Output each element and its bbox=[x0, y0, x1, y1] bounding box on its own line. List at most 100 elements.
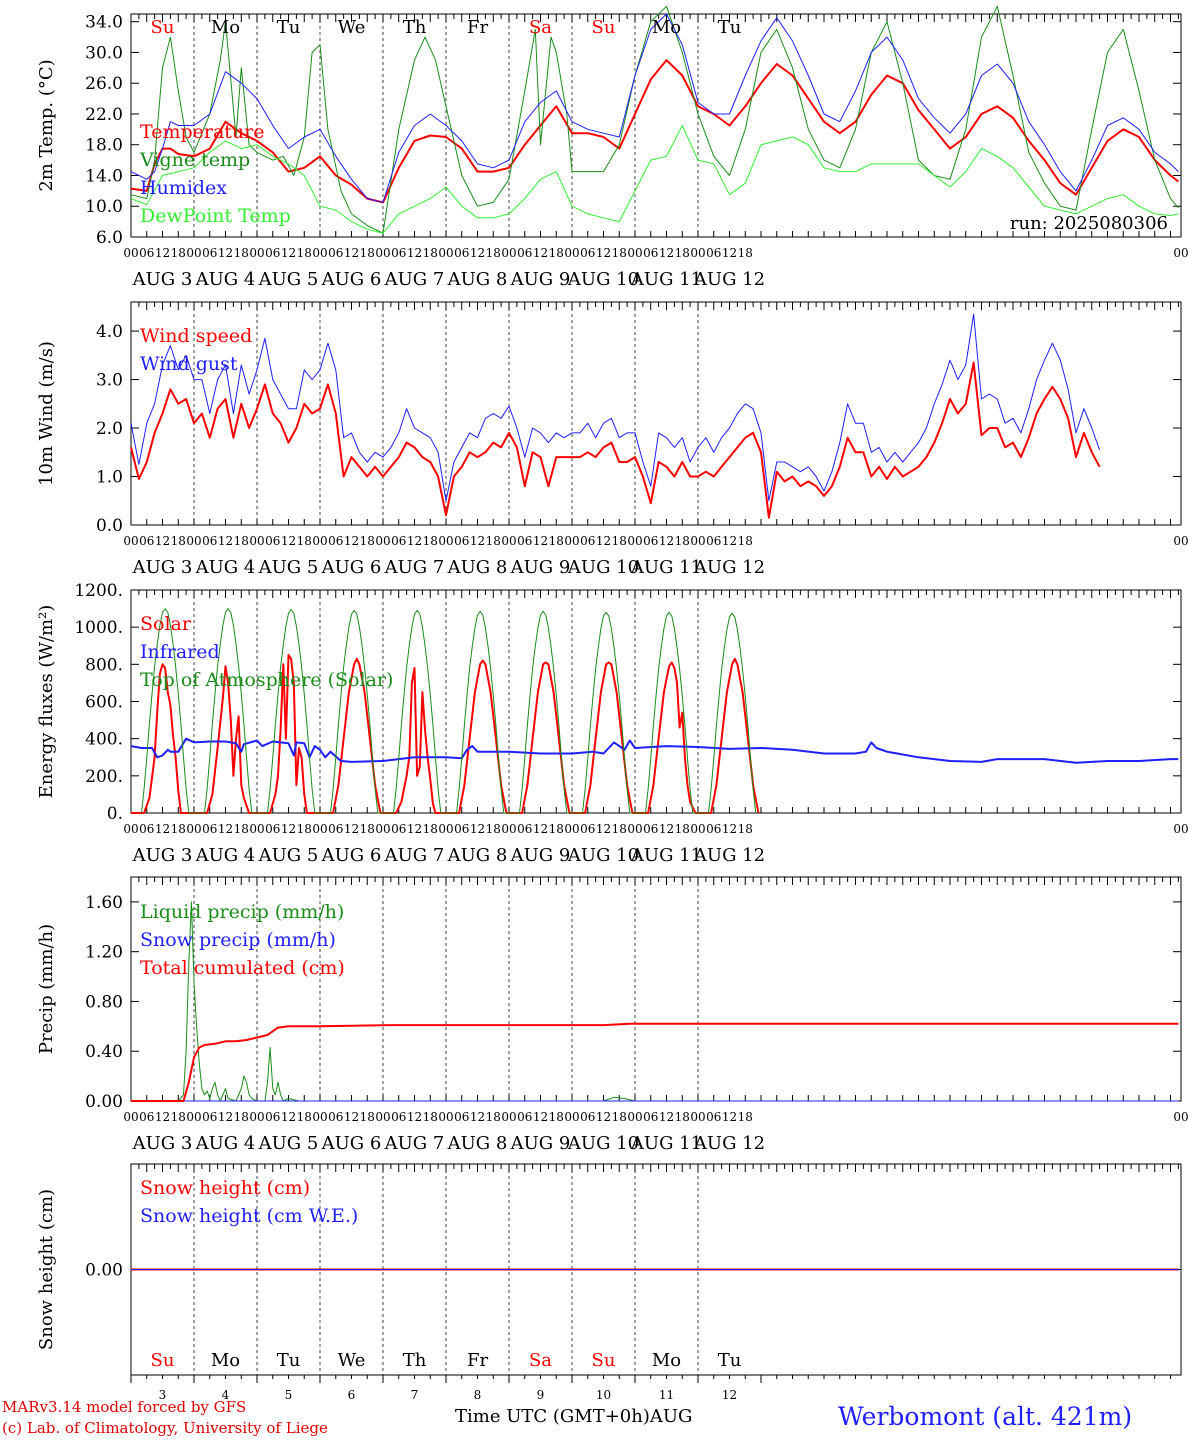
date-row-label: AUG 7 bbox=[384, 845, 445, 866]
panel-4 bbox=[130, 876, 1182, 1102]
y-tick-label: 2.0 bbox=[96, 419, 123, 439]
y-tick-label: 0.40 bbox=[85, 1042, 123, 1062]
hour-label: 06 bbox=[391, 246, 406, 260]
hour-label: 00 bbox=[438, 246, 453, 260]
hour-label: 06 bbox=[202, 822, 217, 836]
hour-label: 18 bbox=[297, 822, 312, 836]
hour-label: 18 bbox=[171, 534, 186, 548]
hour-label: 00 bbox=[375, 822, 390, 836]
y-tick-label: 14.0 bbox=[85, 166, 123, 186]
y-axis-label: Snow height (cm) bbox=[36, 1189, 57, 1350]
date-row-label: AUG 11 bbox=[630, 269, 702, 290]
weekday-label: Sa bbox=[529, 1350, 552, 1371]
date-row-label: AUG 5 bbox=[258, 845, 319, 866]
hour-label: 18 bbox=[234, 1110, 249, 1124]
date-row-label: AUG 8 bbox=[447, 845, 508, 866]
date-row-label: AUG 7 bbox=[384, 269, 445, 290]
date-row-label: AUG 3 bbox=[132, 557, 193, 578]
hour-label: 00 bbox=[564, 822, 579, 836]
hour-label: 12 bbox=[218, 246, 233, 260]
hour-label: 06 bbox=[706, 246, 721, 260]
y-tick-label: 3.0 bbox=[96, 371, 123, 391]
y-tick-label: 10.0 bbox=[85, 197, 123, 217]
hour-label: 12 bbox=[722, 1110, 737, 1124]
hour-label: 00 bbox=[249, 822, 264, 836]
hour-label: 12 bbox=[344, 534, 359, 548]
legend-entry: Infrared bbox=[140, 641, 220, 663]
date-label: 9 bbox=[537, 1388, 545, 1402]
hour-label: 00 bbox=[186, 822, 201, 836]
weekday-label: Mo bbox=[652, 1350, 681, 1371]
hour-label: 18 bbox=[675, 822, 690, 836]
station-name: Werbomont (alt. 421m) bbox=[838, 1402, 1133, 1431]
date-label: 7 bbox=[411, 1388, 419, 1402]
hour-label: 18 bbox=[549, 822, 564, 836]
hour-label: 00 bbox=[564, 246, 579, 260]
weekday-label: Th bbox=[403, 17, 427, 38]
hour-label: 12 bbox=[722, 534, 737, 548]
hour-label: 18 bbox=[171, 246, 186, 260]
hour-label: 18 bbox=[297, 1110, 312, 1124]
hour-label: 06 bbox=[517, 534, 532, 548]
date-label: 12 bbox=[722, 1388, 737, 1402]
panel-1 bbox=[130, 5, 1182, 238]
legend-entry: Total cumulated (cm) bbox=[140, 957, 345, 979]
hour-label: 06 bbox=[202, 1110, 217, 1124]
hour-label: 06 bbox=[328, 822, 343, 836]
hour-label: 06 bbox=[265, 534, 280, 548]
hour-label: 18 bbox=[423, 1110, 438, 1124]
hour-label: 00 bbox=[1173, 534, 1188, 548]
hour-label: 00 bbox=[690, 1110, 705, 1124]
hour-label: 00 bbox=[564, 534, 579, 548]
hour-label: 18 bbox=[234, 246, 249, 260]
date-row-label: AUG 11 bbox=[630, 557, 702, 578]
date-row-label: AUG 10 bbox=[567, 1133, 639, 1154]
hour-label: 00 bbox=[1173, 1110, 1188, 1124]
hour-label: 00 bbox=[123, 1110, 138, 1124]
hour-label: 12 bbox=[533, 246, 548, 260]
date-row-label: AUG 4 bbox=[195, 845, 256, 866]
weekday-label: Tu bbox=[277, 1350, 301, 1371]
weekday-label: Mo bbox=[211, 17, 240, 38]
date-row-label: AUG 5 bbox=[258, 1133, 319, 1154]
time-axis-text: Time UTC (GMT+0h) bbox=[455, 1406, 650, 1427]
hour-label: 18 bbox=[423, 534, 438, 548]
hour-label: 12 bbox=[659, 1110, 674, 1124]
hour-label: 12 bbox=[533, 1110, 548, 1124]
hour-label: 06 bbox=[391, 534, 406, 548]
hour-label: 12 bbox=[533, 822, 548, 836]
y-tick-label: 1.20 bbox=[85, 943, 123, 963]
legend-entry: Wind speed bbox=[140, 325, 252, 347]
y-tick-label: 0.00 bbox=[85, 1261, 123, 1281]
hour-label: 06 bbox=[328, 1110, 343, 1124]
date-row-label: AUG 3 bbox=[132, 845, 193, 866]
date-row-label: AUG 8 bbox=[447, 557, 508, 578]
hour-label: 00 bbox=[1173, 822, 1188, 836]
weekday-label: Tu bbox=[718, 1350, 742, 1371]
hour-label: 00 bbox=[186, 246, 201, 260]
hour-label: 06 bbox=[454, 1110, 469, 1124]
legend-entry: Temperature bbox=[140, 121, 264, 143]
y-axis-label: 10m Wind (m/s) bbox=[36, 341, 57, 486]
hour-label: 00 bbox=[249, 1110, 264, 1124]
hour-label: 06 bbox=[706, 1110, 721, 1124]
hour-label: 06 bbox=[328, 534, 343, 548]
weekday-label: Fr bbox=[467, 1350, 488, 1371]
date-row-label: AUG 3 bbox=[132, 1133, 193, 1154]
legend-entry: Wind gust bbox=[140, 353, 238, 375]
panel-frame bbox=[130, 13, 1182, 238]
hour-label: 12 bbox=[407, 246, 422, 260]
date-row-label: AUG 5 bbox=[258, 557, 319, 578]
hour-label: 00 bbox=[312, 822, 327, 836]
hour-label: 12 bbox=[218, 1110, 233, 1124]
hour-label: 12 bbox=[596, 534, 611, 548]
date-row-label: AUG 7 bbox=[384, 557, 445, 578]
hour-label: 06 bbox=[580, 246, 595, 260]
y-tick-label: 18.0 bbox=[85, 136, 123, 156]
weekday-label: We bbox=[338, 1350, 366, 1371]
hour-label: 18 bbox=[612, 534, 627, 548]
hour-label: 00 bbox=[501, 534, 516, 548]
date-row-label: AUG 9 bbox=[510, 269, 571, 290]
y-tick-label: 0. bbox=[107, 804, 123, 824]
run-label: run: 2025080306 bbox=[1010, 213, 1168, 234]
